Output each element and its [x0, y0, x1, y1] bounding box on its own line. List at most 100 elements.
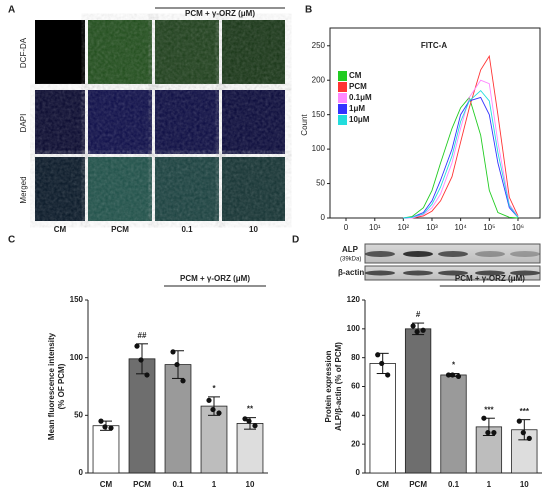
data-point [410, 323, 416, 329]
row-label: DCF-DA [19, 37, 28, 68]
column-label: CM [54, 225, 67, 234]
x-tick-label: PCM [409, 480, 427, 489]
plot-frame [329, 27, 541, 219]
y-axis-label: Count [300, 114, 309, 136]
y-tick-label: 50 [74, 410, 83, 419]
bar [200, 405, 228, 474]
y-tick-label: 60 [351, 382, 360, 391]
x-tick-label: 0 [344, 223, 349, 232]
x-tick-label: 10 [520, 480, 529, 489]
micrograph-texture [222, 157, 285, 221]
data-point [491, 430, 497, 436]
micrograph-texture [88, 20, 152, 84]
bar [128, 358, 156, 474]
blot-label: (39kDa) [340, 257, 361, 263]
micrograph-texture [222, 90, 285, 154]
significance: # [416, 310, 421, 319]
series-line [403, 96, 519, 219]
data-point [108, 425, 114, 431]
legend-label: 0.1μM [349, 93, 372, 102]
row-label: DAPI [19, 114, 28, 133]
y-tick-label: 250 [312, 41, 326, 50]
significance: * [452, 361, 456, 370]
y-axis-label: (% OF PCM) [57, 363, 66, 409]
micrograph-texture [155, 20, 219, 84]
data-point [252, 423, 258, 429]
x-tick-label: 1 [212, 480, 217, 489]
blot-band [510, 251, 540, 257]
blot-band [438, 251, 468, 257]
data-point [385, 372, 391, 378]
bar [92, 425, 120, 474]
x-tick-label: CM [100, 480, 113, 489]
micrograph [35, 20, 85, 84]
series-line [403, 79, 519, 219]
data-point [379, 360, 385, 367]
bar [440, 374, 467, 474]
y-tick-label: 80 [351, 353, 360, 362]
x-tick-label: CM [376, 480, 389, 489]
data-point [174, 361, 180, 368]
blot-band [403, 251, 433, 257]
y-tick-label: 0 [79, 468, 84, 477]
bar [404, 328, 432, 474]
y-tick-label: 0 [321, 213, 326, 222]
panel-label: D [292, 235, 299, 246]
data-point [144, 372, 150, 378]
y-axis-label: ALP/β-actin (% of PCM) [334, 342, 343, 431]
data-point [216, 410, 222, 416]
data-point [526, 435, 532, 441]
significance: * [212, 384, 216, 393]
y-axis-label: Protein expression [324, 350, 333, 422]
blot-band [365, 251, 395, 257]
data-point [98, 418, 104, 424]
y-tick-label: 40 [351, 410, 360, 419]
micrograph-texture [155, 90, 219, 154]
series-line [403, 89, 519, 219]
y-tick-label: 50 [316, 179, 325, 188]
data-point [516, 418, 522, 424]
micrograph-texture [35, 90, 85, 154]
data-point [414, 329, 420, 335]
x-tick-label: 10⁵ [483, 223, 495, 232]
x-tick-label: 10⁴ [454, 223, 467, 232]
data-point [481, 415, 487, 421]
significance: ## [138, 331, 147, 340]
y-tick-label: 150 [312, 110, 326, 119]
y-tick-label: 120 [347, 295, 361, 304]
data-point [246, 418, 252, 424]
significance: *** [484, 405, 494, 414]
micrograph-texture [88, 90, 152, 154]
y-tick-label: 20 [351, 439, 360, 448]
bar [236, 423, 264, 474]
data-point [455, 373, 462, 380]
legend-label: PCM [349, 82, 367, 91]
panel-label: A [8, 5, 15, 16]
blot-band [475, 270, 505, 276]
y-tick-label: 0 [356, 468, 361, 477]
data-point [138, 357, 144, 363]
y-axis-label: Mean fluorescence intensity [47, 332, 56, 440]
data-point [445, 372, 452, 378]
group-label: PCM + γ-ORZ (μM) [455, 274, 525, 283]
data-point [242, 416, 248, 422]
bar [369, 363, 396, 474]
x-tick-label: 10¹ [369, 223, 381, 232]
legend-label: 10μM [349, 115, 370, 124]
data-point [485, 430, 491, 436]
panel-label: C [8, 235, 15, 246]
blot-label: β-actin [338, 268, 364, 277]
legend-swatch [338, 115, 347, 125]
legend-label: CM [349, 71, 362, 80]
column-label: PCM [111, 225, 129, 234]
column-label: 10 [249, 225, 258, 234]
y-tick-label: 100 [347, 324, 361, 333]
data-point [170, 349, 176, 355]
y-tick-label: 100 [312, 144, 326, 153]
x-tick-label: 10⁶ [512, 223, 524, 232]
blot-band [510, 270, 540, 276]
column-label: 0.1 [181, 225, 193, 234]
data-point [375, 352, 381, 358]
x-tick-label: 10² [398, 223, 410, 232]
